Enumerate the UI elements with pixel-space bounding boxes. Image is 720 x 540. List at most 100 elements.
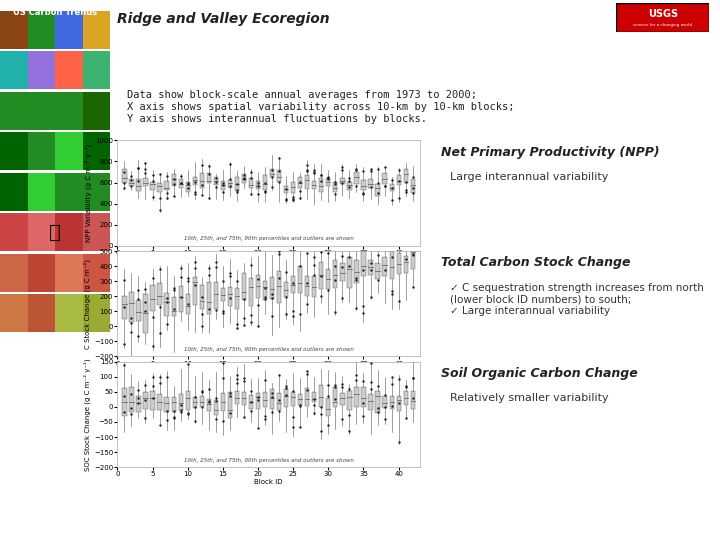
Point bbox=[210, 306, 222, 314]
Point bbox=[372, 381, 383, 390]
Point bbox=[196, 321, 207, 330]
Point bbox=[287, 386, 299, 395]
Bar bbox=[291, 276, 295, 293]
Bar bbox=[143, 178, 148, 186]
Point bbox=[274, 178, 285, 187]
Point bbox=[315, 272, 327, 281]
Bar bbox=[333, 387, 338, 407]
Text: 10th, 25th, and 75th, 90th percentiles and outliers are shown: 10th, 25th, and 75th, 90th percentiles a… bbox=[184, 347, 354, 352]
Point bbox=[140, 298, 151, 306]
Point bbox=[358, 167, 369, 176]
Bar bbox=[397, 174, 401, 185]
Point bbox=[196, 309, 207, 318]
FancyBboxPatch shape bbox=[83, 254, 110, 292]
Point bbox=[294, 310, 306, 319]
Point bbox=[182, 180, 194, 188]
FancyBboxPatch shape bbox=[27, 51, 55, 89]
Bar bbox=[326, 398, 330, 416]
Point bbox=[400, 186, 411, 194]
Point bbox=[161, 416, 172, 424]
Point bbox=[246, 167, 257, 176]
Point bbox=[238, 374, 250, 382]
FancyBboxPatch shape bbox=[0, 51, 27, 89]
Point bbox=[400, 413, 411, 422]
Point bbox=[238, 294, 250, 303]
Point bbox=[246, 190, 257, 199]
Point bbox=[147, 341, 158, 350]
Point bbox=[365, 378, 377, 387]
FancyBboxPatch shape bbox=[27, 254, 55, 292]
Point bbox=[147, 171, 158, 180]
Point bbox=[259, 294, 271, 303]
Point bbox=[252, 393, 264, 401]
FancyBboxPatch shape bbox=[0, 173, 27, 211]
Point bbox=[259, 179, 271, 188]
Bar bbox=[207, 399, 211, 411]
Point bbox=[386, 196, 397, 205]
Bar bbox=[354, 388, 359, 407]
Bar bbox=[347, 258, 351, 288]
Point bbox=[196, 161, 207, 170]
Bar bbox=[305, 276, 310, 296]
Text: Ridge and Valley Ecoregion: Ridge and Valley Ecoregion bbox=[117, 12, 330, 26]
Bar bbox=[143, 393, 148, 409]
Bar bbox=[284, 186, 288, 193]
Bar bbox=[298, 394, 302, 405]
Bar bbox=[158, 284, 162, 305]
Bar bbox=[382, 257, 387, 276]
Bar bbox=[341, 394, 344, 404]
Bar bbox=[277, 171, 282, 183]
Point bbox=[140, 165, 151, 173]
Bar bbox=[136, 179, 140, 191]
Text: 🗺: 🗺 bbox=[49, 222, 61, 242]
Point bbox=[203, 271, 215, 280]
Point bbox=[407, 282, 418, 291]
Point bbox=[351, 182, 362, 191]
Point bbox=[238, 171, 250, 179]
Point bbox=[393, 437, 405, 446]
Bar bbox=[270, 277, 274, 299]
Bar bbox=[319, 178, 323, 192]
Bar bbox=[249, 178, 253, 188]
Point bbox=[358, 301, 369, 310]
Point bbox=[302, 299, 313, 308]
Point bbox=[238, 314, 250, 322]
Point bbox=[126, 182, 138, 191]
FancyBboxPatch shape bbox=[27, 132, 55, 170]
Point bbox=[119, 302, 130, 311]
Point bbox=[175, 178, 186, 187]
Point bbox=[252, 190, 264, 199]
Point bbox=[287, 413, 299, 422]
Point bbox=[337, 383, 348, 391]
Point bbox=[140, 396, 151, 404]
Bar bbox=[375, 390, 379, 413]
Point bbox=[379, 390, 390, 399]
Point bbox=[246, 310, 257, 319]
Text: USGS: USGS bbox=[649, 9, 678, 19]
FancyBboxPatch shape bbox=[27, 11, 55, 49]
X-axis label: Block ID: Block ID bbox=[254, 257, 283, 264]
Point bbox=[330, 308, 341, 316]
Bar bbox=[186, 392, 190, 410]
Point bbox=[302, 160, 313, 169]
Point bbox=[280, 383, 292, 392]
FancyBboxPatch shape bbox=[83, 51, 110, 89]
Point bbox=[351, 164, 362, 173]
Point bbox=[196, 191, 207, 199]
Point bbox=[358, 399, 369, 407]
Text: Relatively smaller variability: Relatively smaller variability bbox=[450, 393, 608, 403]
Bar bbox=[347, 182, 351, 190]
Point bbox=[315, 403, 327, 411]
Point bbox=[323, 421, 334, 429]
Bar bbox=[214, 178, 218, 185]
Bar bbox=[130, 387, 133, 411]
Point bbox=[238, 174, 250, 183]
Point bbox=[238, 377, 250, 386]
Point bbox=[302, 278, 313, 287]
Bar bbox=[164, 181, 168, 191]
Point bbox=[386, 287, 397, 296]
Point bbox=[224, 409, 235, 418]
Point bbox=[154, 373, 166, 381]
Point bbox=[287, 193, 299, 201]
Point bbox=[175, 179, 186, 187]
